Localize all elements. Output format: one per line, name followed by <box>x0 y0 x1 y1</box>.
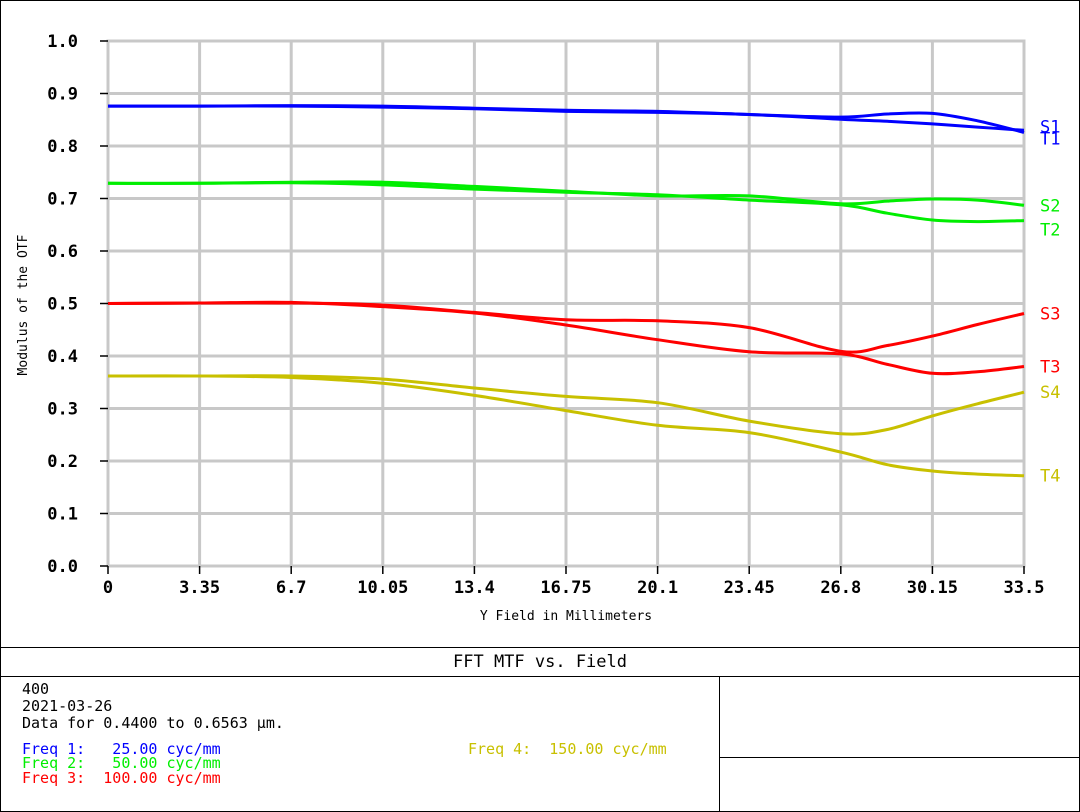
y-tick-label: 0.3 <box>47 400 78 420</box>
mtf-chart: 0 3.35 6.7 10.05 13.4 16.75 20.1 23.45 26.8 30.15… <box>16 32 1060 624</box>
series-label-s1: S1 <box>1040 117 1060 137</box>
x-tick-label: 10.05 <box>357 578 408 598</box>
freq-2-label: Freq 2: 50.00 cyc/mm <box>22 754 221 772</box>
series-line-t2 <box>107 181 1025 224</box>
y-tick-label: 0.8 <box>47 137 78 157</box>
footer-divider-title <box>0 676 1080 677</box>
x-axis-title: Y Field in Millimeters <box>480 609 652 624</box>
y-tick-label: 0.9 <box>47 85 78 105</box>
x-tick-label: 16.75 <box>540 578 591 598</box>
x-tick-label: 30.15 <box>907 578 958 598</box>
x-tick-label: 23.45 <box>724 578 775 598</box>
series-line-t1 <box>108 104 1025 132</box>
series-label-t3: T3 <box>1040 358 1060 378</box>
footer-divider-vertical <box>719 676 720 812</box>
series-label-t2: T2 <box>1040 221 1060 241</box>
series-label-t1: T1 <box>1040 129 1060 149</box>
info-date: 2021-03-26 <box>22 697 113 715</box>
y-tick-label: 0.0 <box>47 557 78 577</box>
info-wavelength-range: Data for 0.4400 to 0.6563 µm. <box>22 714 284 732</box>
series-label-s2: S2 <box>1040 196 1060 216</box>
footer-divider-right <box>719 757 1080 758</box>
series-label-s4: S4 <box>1040 383 1060 403</box>
series-line-t4 <box>107 374 1025 478</box>
freq-1-label: Freq 1: 25.00 cyc/mm <box>22 740 221 758</box>
freq-3-label: Freq 3: 100.00 cyc/mm <box>22 769 221 787</box>
plot-title: FFT MTF vs. Field <box>453 652 627 672</box>
y-tick-label: 0.5 <box>47 295 78 315</box>
series-label-t4: T4 <box>1040 467 1060 487</box>
y-tick-label: 1.0 <box>47 32 78 52</box>
x-tick-label: 3.35 <box>179 578 220 598</box>
series-label-s3: S3 <box>1040 304 1060 324</box>
freq-4-label: Freq 4: 150.00 cyc/mm <box>468 740 667 758</box>
y-tick-label: 0.7 <box>47 190 78 210</box>
series-line-t3 <box>107 300 1025 376</box>
x-tick-label: 0 <box>103 578 113 598</box>
x-tick-label: 26.8 <box>820 578 861 598</box>
y-tick-label: 0.2 <box>47 452 78 472</box>
x-tick-label: 33.5 <box>1004 578 1045 598</box>
y-axis-title: Modulus of the OTF <box>16 234 31 375</box>
info-line-1: 400 <box>22 680 50 698</box>
x-tick-label: 6.7 <box>276 578 307 598</box>
x-tick-label: 20.1 <box>637 578 678 598</box>
x-tick-label: 13.4 <box>454 578 495 598</box>
y-tick-label: 0.6 <box>47 242 78 262</box>
y-tick-label: 0.1 <box>47 505 78 525</box>
footer-divider-top <box>0 647 1080 648</box>
y-tick-label: 0.4 <box>47 347 78 367</box>
